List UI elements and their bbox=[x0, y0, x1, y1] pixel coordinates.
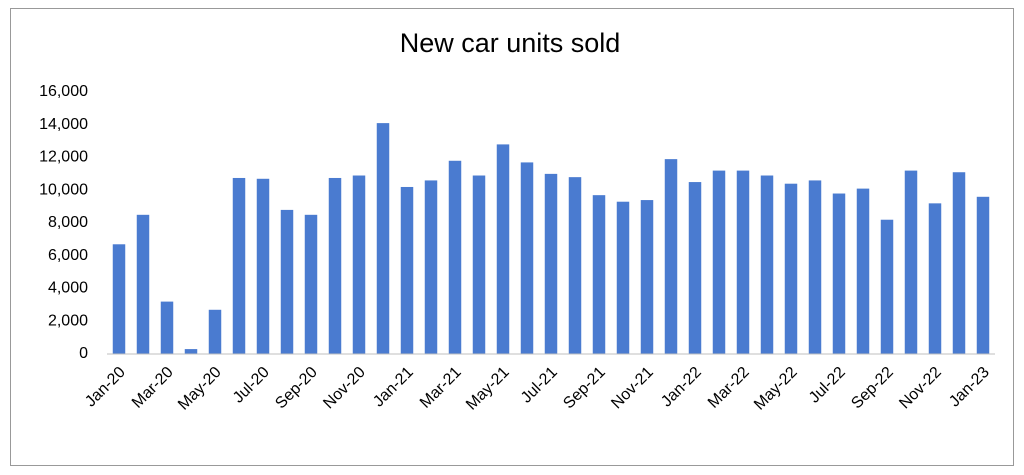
bar bbox=[112, 244, 126, 354]
bar bbox=[640, 200, 654, 354]
y-tick-label: 12,000 bbox=[39, 149, 88, 166]
bar bbox=[496, 144, 510, 354]
bar bbox=[304, 214, 318, 354]
bar bbox=[592, 195, 606, 354]
bar bbox=[352, 175, 366, 354]
bar bbox=[976, 196, 990, 354]
bar bbox=[448, 160, 462, 354]
bar bbox=[472, 175, 486, 354]
bar bbox=[280, 209, 294, 354]
bar bbox=[712, 170, 726, 354]
bar bbox=[160, 301, 174, 354]
bar bbox=[880, 219, 894, 354]
y-tick-label: 10,000 bbox=[39, 181, 88, 198]
bar bbox=[832, 193, 846, 354]
bar bbox=[328, 177, 342, 354]
bar bbox=[784, 183, 798, 354]
y-tick-label: 6,000 bbox=[48, 247, 88, 264]
bar bbox=[400, 186, 414, 354]
y-tick-label: 8,000 bbox=[48, 214, 88, 231]
bar bbox=[184, 349, 198, 354]
bar bbox=[136, 214, 150, 354]
y-tick-label: 16,000 bbox=[39, 83, 88, 100]
y-tick-label: 2,000 bbox=[48, 312, 88, 329]
chart-border bbox=[10, 8, 1014, 466]
bar bbox=[520, 162, 534, 354]
bar bbox=[904, 170, 918, 354]
bar bbox=[616, 201, 630, 354]
bar bbox=[664, 159, 678, 354]
chart-title: New car units sold bbox=[400, 28, 621, 58]
y-tick-label: 0 bbox=[79, 345, 88, 362]
bar bbox=[208, 309, 222, 354]
bar bbox=[424, 180, 438, 354]
bar bbox=[568, 177, 582, 354]
bar bbox=[808, 180, 822, 354]
bar bbox=[376, 123, 390, 354]
bar bbox=[952, 172, 966, 354]
bar bbox=[688, 182, 702, 354]
y-tick-label: 14,000 bbox=[39, 116, 88, 133]
bar bbox=[544, 173, 558, 354]
bar bbox=[928, 203, 942, 354]
bar bbox=[736, 170, 750, 354]
bar bbox=[256, 178, 270, 354]
y-tick-label: 4,000 bbox=[48, 280, 88, 297]
bar bbox=[232, 177, 246, 354]
bar bbox=[856, 188, 870, 354]
bar bbox=[760, 175, 774, 354]
